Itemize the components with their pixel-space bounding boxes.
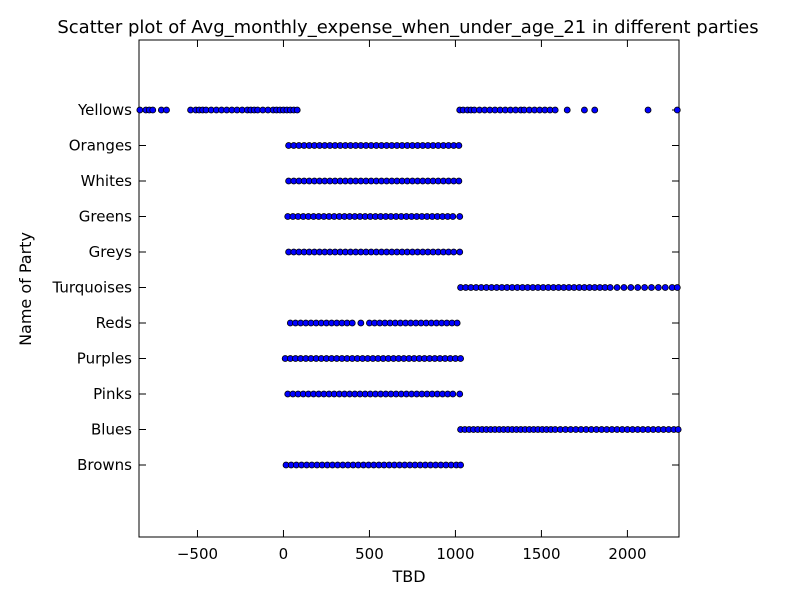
x-tick-label-5: 2000 [608, 545, 646, 563]
point-yellows-57 [673, 106, 681, 114]
point-turquoises-36 [654, 284, 662, 291]
point-turquoises-32 [627, 284, 635, 291]
y-axis: Browns Blues Pinks Purples Reds Turquoises Gre… [51, 101, 679, 474]
point-yellows-56 [644, 106, 652, 114]
x-axis-label: TBD [391, 567, 425, 586]
y-tick-label-blues: Blues [91, 421, 132, 439]
x-tick-label-1: 0 [279, 545, 289, 563]
point-reds-12 [348, 319, 356, 327]
point-turquoises-33 [634, 284, 642, 291]
point-purples-34 [457, 355, 464, 362]
point-blues-46 [674, 426, 682, 433]
x-axis: −500 0 500 1000 1500 2000 [177, 40, 647, 563]
x-tick-label-0: −500 [177, 545, 218, 563]
y-tick-label-oranges: Oranges [69, 137, 132, 155]
point-yellows-5 [163, 106, 170, 114]
point-yellows-31 [293, 106, 301, 114]
point-yellows-54 [581, 106, 588, 114]
chart-title: Scatter plot of Avg_monthly_expense_when… [57, 17, 758, 38]
point-turquoises-31 [620, 284, 628, 291]
x-tick-label-4: 1500 [522, 545, 560, 563]
x-tick-label-3: 1000 [436, 545, 474, 563]
y-tick-label-yellows: Yellows [77, 101, 132, 119]
y-tick-label-browns: Browns [77, 456, 132, 474]
y-tick-label-whites: Whites [81, 172, 133, 190]
point-turquoises-39 [673, 284, 681, 291]
data-points [136, 106, 682, 469]
y-axis-label: Name of Party [16, 232, 35, 346]
point-turquoises-35 [648, 284, 655, 291]
point-turquoises-37 [661, 284, 669, 291]
point-turquoises-34 [641, 284, 649, 291]
point-oranges-33 [455, 142, 463, 149]
point-yellows-53 [563, 106, 571, 114]
point-greys-33 [456, 248, 464, 256]
point-reds-31 [453, 319, 461, 327]
point-reds-13 [357, 319, 365, 327]
point-yellows-0 [136, 106, 144, 114]
point-browns-34 [457, 461, 464, 469]
point-greys-32 [450, 248, 458, 256]
y-tick-label-pinks: Pinks [93, 385, 132, 403]
point-yellows-55 [591, 106, 599, 114]
x-tick-label-2: 500 [355, 545, 384, 563]
point-pinks-32 [449, 390, 457, 398]
point-pinks-33 [456, 390, 464, 398]
y-tick-label-purples: Purples [77, 350, 132, 368]
y-tick-label-reds: Reds [96, 314, 132, 332]
y-tick-label-turquoises: Turquoises [51, 279, 132, 297]
point-yellows-3 [149, 106, 157, 114]
y-tick-label-greens: Greens [79, 208, 132, 226]
point-whites-33 [455, 177, 463, 185]
point-greens-32 [449, 213, 457, 220]
point-turquoises-30 [613, 284, 621, 291]
point-turquoises-29 [606, 284, 614, 291]
point-yellows-52 [551, 106, 559, 114]
y-tick-label-greys: Greys [89, 243, 133, 261]
point-greens-33 [456, 213, 464, 220]
